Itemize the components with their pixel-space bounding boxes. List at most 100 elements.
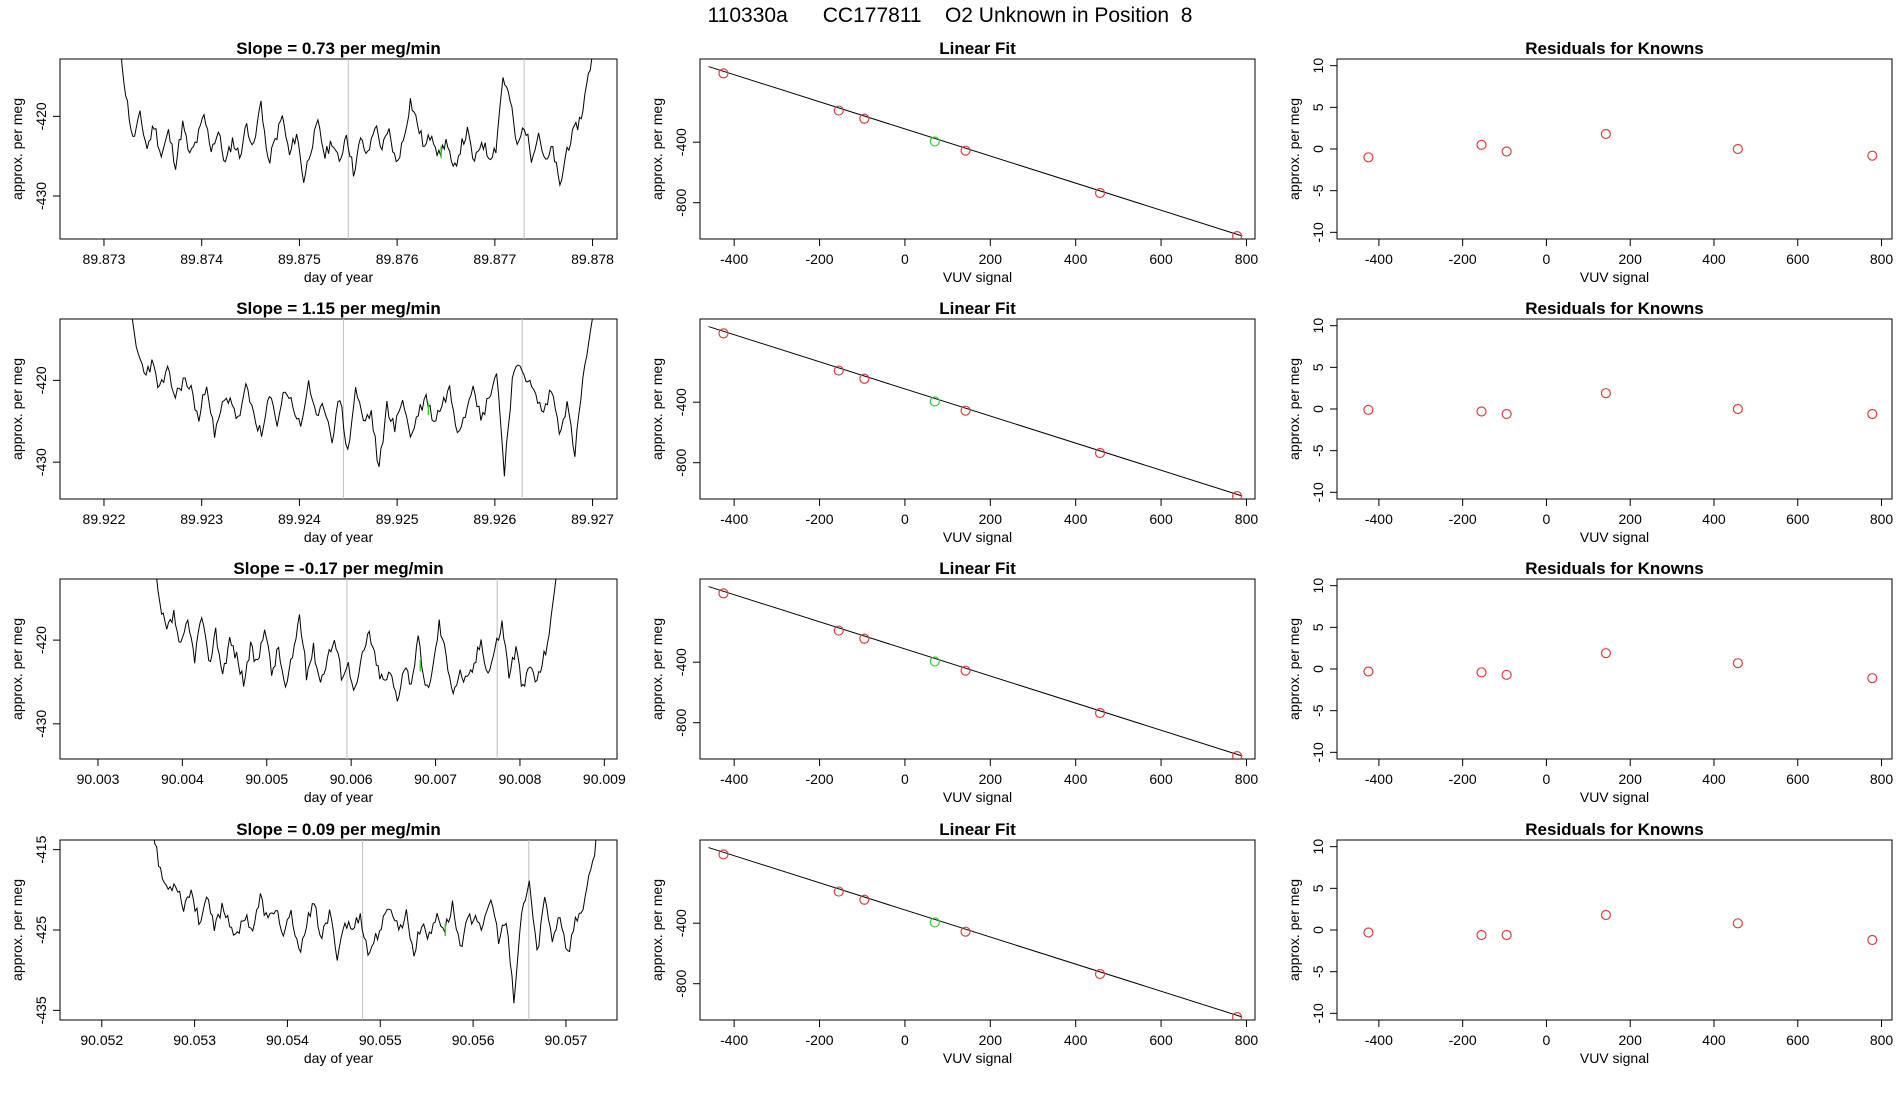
panel-title: Slope = 0.73 per meg/min bbox=[236, 39, 441, 58]
plot-marks bbox=[708, 326, 1243, 499]
x-axis-label: VUV signal bbox=[1580, 269, 1649, 285]
x-axis-label: VUV signal bbox=[943, 529, 1012, 545]
unknown-point bbox=[929, 136, 940, 147]
x-tick-label: 200 bbox=[1619, 1032, 1643, 1048]
x-tick-label: -200 bbox=[1449, 771, 1477, 787]
residual-point bbox=[1732, 658, 1743, 669]
x-tick-label: 89.877 bbox=[473, 251, 516, 267]
x-tick-label: 600 bbox=[1149, 511, 1173, 527]
figure-title: 110330a CC177811 O2 Unknown in Position … bbox=[707, 4, 1193, 27]
x-tick-label: 90.007 bbox=[414, 771, 457, 787]
known-point bbox=[1231, 751, 1243, 759]
known-point bbox=[1094, 187, 1106, 199]
residual-point bbox=[1476, 929, 1487, 941]
y-tick-label: -10 bbox=[1310, 482, 1326, 502]
x-axis-label: VUV signal bbox=[1580, 789, 1649, 805]
x-tick-label: -400 bbox=[1365, 1032, 1393, 1048]
x-tick-label: 90.054 bbox=[266, 1032, 309, 1048]
x-tick-label: -400 bbox=[1365, 771, 1393, 787]
known-point bbox=[1094, 707, 1106, 719]
x-tick-label: 200 bbox=[1619, 771, 1643, 787]
x-tick-label: 800 bbox=[1235, 251, 1259, 267]
x-tick-label: 600 bbox=[1149, 1032, 1173, 1048]
x-axis-label: day of year bbox=[304, 1050, 374, 1066]
x-tick-label: 0 bbox=[1543, 511, 1551, 527]
residual-point bbox=[1363, 404, 1374, 415]
x-tick-label: 90.055 bbox=[359, 1032, 402, 1048]
x-axis-label: VUV signal bbox=[943, 269, 1012, 285]
plot-frame bbox=[59, 839, 618, 1021]
x-tick-label: 90.006 bbox=[330, 771, 373, 787]
x-tick-label: 600 bbox=[1786, 1032, 1810, 1048]
residual-point bbox=[1732, 918, 1743, 929]
row4-linear-fit-chart: Linear Fit -400 -200 0 200 400 600 800 -400 -800 V… bbox=[649, 820, 1258, 1066]
x-tick-label: 90.003 bbox=[77, 771, 120, 787]
x-tick-label: 400 bbox=[1064, 251, 1088, 267]
x-tick-label: 400 bbox=[1702, 511, 1726, 527]
panel-title: Linear Fit bbox=[939, 299, 1016, 318]
x-tick-label: -400 bbox=[1365, 251, 1393, 267]
x-tick-label: 89.873 bbox=[83, 251, 126, 267]
y-tick-label: 10 bbox=[1310, 839, 1326, 855]
row3-linear-fit-chart: Linear Fit -400 -200 0 200 400 600 800 -400 -800 V… bbox=[649, 559, 1258, 805]
residual-point bbox=[1501, 929, 1512, 941]
y-tick-label: -400 bbox=[673, 648, 689, 676]
panel-title: Slope = 0.09 per meg/min bbox=[236, 820, 441, 839]
known-point bbox=[833, 365, 844, 376]
y-axis-label: approx. per meg bbox=[9, 618, 25, 720]
signal-trace-line bbox=[156, 579, 557, 702]
plot-frame bbox=[1336, 58, 1893, 240]
x-tick-label: -400 bbox=[720, 251, 748, 267]
known-point bbox=[833, 105, 844, 116]
panel-title: Slope = 1.15 per meg/min bbox=[236, 299, 441, 318]
unknown-point bbox=[929, 656, 940, 667]
y-tick-label: 10 bbox=[1310, 578, 1326, 594]
panel-title: Linear Fit bbox=[939, 559, 1016, 578]
x-tick-label: -200 bbox=[806, 1032, 834, 1048]
row3-timeseries-chart: Slope = -0.17 per meg/min 90.003 90.004 90.… bbox=[9, 559, 626, 805]
known-point bbox=[1094, 447, 1106, 459]
x-tick-label: 600 bbox=[1786, 511, 1810, 527]
known-point bbox=[718, 588, 729, 599]
y-axis-label: approx. per meg bbox=[1286, 98, 1302, 200]
x-tick-label: 800 bbox=[1870, 1032, 1894, 1048]
known-point bbox=[859, 373, 870, 384]
panel-title: Residuals for Knowns bbox=[1525, 299, 1704, 318]
row1-linear-fit-chart: Linear Fit -400 -200 0 200 400 600 800 -400 -800 V… bbox=[649, 39, 1259, 285]
x-tick-label: 200 bbox=[979, 771, 1003, 787]
x-tick-label: 800 bbox=[1870, 771, 1894, 787]
fit-line bbox=[708, 586, 1243, 757]
row3-residuals-chart: Residuals for Knowns -400 -200 0 200 400 600 80… bbox=[1286, 559, 1894, 805]
x-tick-label: 90.053 bbox=[173, 1032, 216, 1048]
known-point bbox=[859, 113, 870, 124]
x-tick-label: 600 bbox=[1149, 771, 1173, 787]
y-tick-label: -400 bbox=[673, 128, 689, 156]
row2-linear-fit-chart: Linear Fit -400 -200 0 200 400 600 800 -400 -800 V… bbox=[649, 299, 1258, 545]
known-point bbox=[833, 886, 844, 897]
panel-title: Linear Fit bbox=[939, 39, 1016, 58]
y-tick-label: 0 bbox=[1310, 145, 1326, 153]
x-tick-label: 89.922 bbox=[83, 511, 126, 527]
x-tick-label: -400 bbox=[720, 771, 748, 787]
y-axis-label: approx. per meg bbox=[649, 618, 665, 720]
plot-area: Linear Fit -400 -200 0 200 400 600 800 -400 -800 V… bbox=[649, 299, 1258, 545]
signal-trace-line bbox=[153, 840, 597, 1004]
y-tick-label: -800 bbox=[673, 188, 689, 216]
residual-point bbox=[1867, 673, 1878, 684]
y-tick-label: 5 bbox=[1310, 623, 1326, 631]
plot-frame bbox=[699, 578, 1256, 760]
fit-line bbox=[708, 66, 1243, 237]
x-tick-label: 89.923 bbox=[180, 511, 223, 527]
x-tick-label: 89.927 bbox=[571, 511, 614, 527]
x-axis-label: VUV signal bbox=[1580, 529, 1649, 545]
known-point bbox=[1094, 968, 1106, 980]
plot-marks bbox=[708, 847, 1243, 1020]
y-tick-label: -800 bbox=[673, 448, 689, 476]
y-tick-label: 0 bbox=[1310, 405, 1326, 413]
plot-frame bbox=[699, 839, 1256, 1021]
residual-point bbox=[1867, 408, 1878, 420]
residual-point bbox=[1732, 143, 1743, 155]
x-tick-label: 400 bbox=[1064, 511, 1088, 527]
y-tick-label: 0 bbox=[1310, 665, 1326, 673]
y-tick-label: -400 bbox=[673, 909, 689, 937]
